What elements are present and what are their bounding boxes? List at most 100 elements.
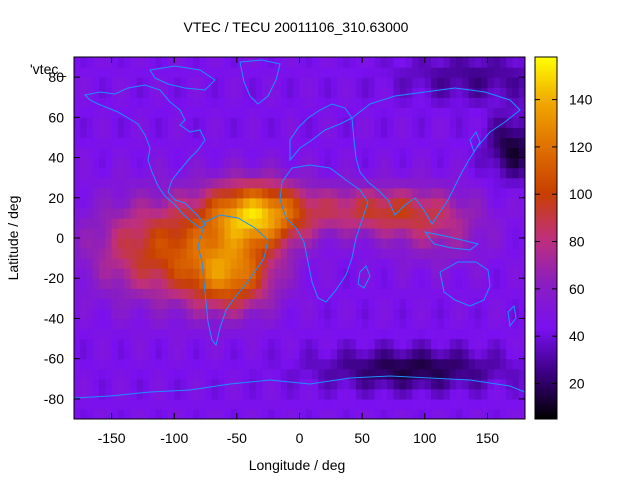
heatmap-cell: [255, 177, 263, 189]
heatmap-cell: [286, 197, 294, 209]
heatmap-cell: [493, 147, 501, 159]
heatmap-cell: [506, 278, 514, 289]
heatmap-cell: [493, 77, 501, 88]
heatmap-cell: [205, 298, 213, 309]
heatmap-cell: [343, 248, 351, 259]
heatmap-cell: [230, 57, 238, 68]
heatmap-cell: [518, 388, 525, 400]
heatmap-cell: [80, 147, 88, 159]
x-tick-label: 0: [296, 430, 304, 446]
heatmap-cell: [368, 308, 376, 320]
heatmap-cell: [142, 227, 150, 239]
heatmap-cell: [243, 167, 250, 179]
heatmap-cell: [368, 87, 376, 98]
heatmap-cell: [380, 147, 388, 159]
heatmap-cell: [249, 147, 257, 159]
heatmap-cell: [512, 67, 520, 78]
heatmap-cell: [299, 248, 307, 259]
heatmap-cell: [481, 378, 489, 390]
heatmap-cell: [249, 207, 257, 219]
heatmap-cell: [186, 87, 194, 98]
heatmap-cell: [261, 258, 269, 269]
heatmap-cell: [449, 97, 457, 108]
heatmap-cell: [481, 268, 489, 279]
heatmap-cell: [468, 398, 476, 410]
heatmap-cell: [456, 177, 463, 189]
heatmap-cell: [180, 408, 188, 419]
heatmap-cell: [186, 248, 194, 259]
heatmap-cell: [74, 177, 81, 189]
heatmap-cell: [324, 398, 332, 410]
heatmap-cell: [124, 157, 131, 169]
heatmap-cell: [124, 127, 131, 139]
heatmap-cell: [80, 398, 88, 410]
heatmap-cell: [117, 298, 125, 309]
heatmap-cell: [136, 278, 144, 289]
heatmap-cell: [462, 207, 470, 219]
heatmap-cell: [362, 227, 369, 239]
heatmap-cell: [324, 358, 332, 370]
heatmap-cell: [243, 177, 250, 189]
heatmap-cell: [449, 117, 457, 128]
heatmap-cell: [236, 348, 244, 360]
heatmap-cell: [136, 288, 144, 299]
heatmap-cell: [474, 67, 482, 78]
heatmap-cell: [193, 288, 200, 299]
heatmap-cell: [149, 278, 157, 289]
heatmap-cell: [268, 378, 276, 390]
heatmap-cell: [368, 338, 376, 350]
heatmap-cell: [155, 97, 163, 108]
heatmap-cell: [318, 57, 326, 68]
heatmap-cell: [418, 207, 426, 219]
heatmap-cell: [230, 368, 238, 380]
heatmap-cell: [305, 127, 313, 139]
heatmap-cell: [462, 308, 470, 320]
heatmap-cell: [161, 338, 169, 350]
heatmap-cell: [506, 227, 514, 239]
heatmap-cell: [312, 398, 319, 410]
heatmap-cell: [431, 308, 438, 320]
heatmap-cell: [443, 358, 451, 370]
heatmap-cell: [399, 137, 407, 149]
heatmap-cell: [405, 187, 413, 199]
heatmap-cell: [437, 248, 445, 259]
colorbar-tick-label: 40: [569, 328, 585, 344]
heatmap-cell: [462, 378, 470, 390]
heatmap-cell: [117, 137, 125, 149]
heatmap-cell: [111, 288, 119, 299]
heatmap-cell: [462, 67, 470, 78]
heatmap-cell: [268, 248, 276, 259]
heatmap-cell: [493, 318, 501, 330]
heatmap-cell: [443, 217, 451, 229]
heatmap-cell: [130, 177, 138, 189]
heatmap-cell: [443, 318, 451, 330]
heatmap-cell: [462, 77, 470, 88]
heatmap-cell: [261, 298, 269, 309]
heatmap-cell: [474, 227, 482, 239]
heatmap-cell: [405, 288, 413, 299]
heatmap-cell: [424, 127, 432, 139]
x-axis-label: Longitude / deg: [249, 457, 346, 473]
heatmap-cell: [380, 197, 388, 209]
heatmap-cell: [255, 67, 263, 78]
heatmap-cell: [136, 298, 144, 309]
heatmap-cell: [512, 217, 520, 229]
heatmap-cell: [186, 177, 194, 189]
heatmap-cell: [142, 87, 150, 98]
heatmap-cell: [243, 207, 250, 219]
heatmap-cell: [449, 318, 457, 330]
heatmap-cell: [468, 227, 476, 239]
colorbar-tick-label: 60: [569, 281, 585, 297]
heatmap-cell: [174, 97, 182, 108]
heatmap-cell: [161, 348, 169, 360]
heatmap-cell: [274, 177, 282, 189]
heatmap-cell: [474, 177, 482, 189]
heatmap-cell: [499, 227, 507, 239]
heatmap-cell: [224, 167, 232, 179]
heatmap-cell: [80, 348, 88, 360]
heatmap-cell: [474, 117, 482, 128]
heatmap-cell: [330, 147, 338, 159]
heatmap-cell: [161, 268, 169, 279]
heatmap-cell: [518, 67, 525, 78]
heatmap-cell: [205, 137, 213, 149]
